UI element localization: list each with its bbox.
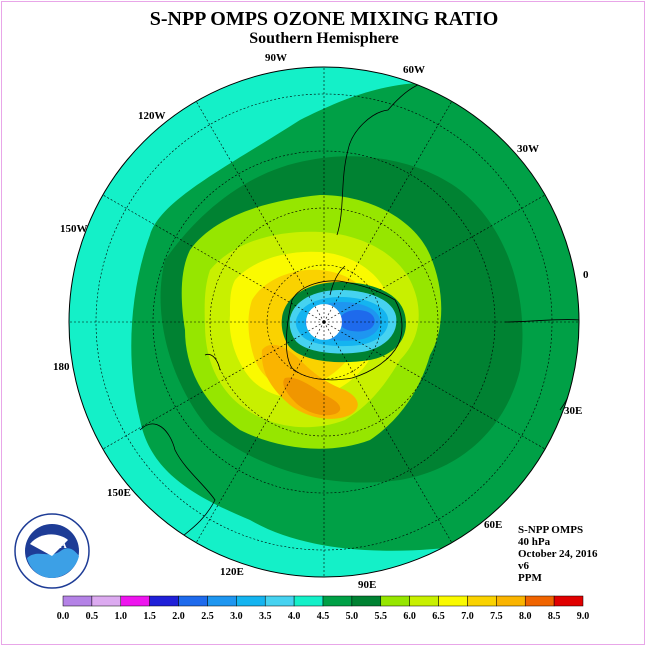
- colorbar-tick-label: 3.5: [259, 611, 272, 622]
- lon-label-60e: 60E: [484, 519, 502, 531]
- colorbar-segment: [207, 595, 237, 607]
- colorbar-tick-label: 4.5: [317, 611, 330, 622]
- colorbar-segment: [178, 595, 208, 607]
- colorbar-segment: [322, 595, 353, 607]
- lon-label-180: 180: [53, 361, 70, 373]
- colorbar-tick-label: 0.5: [86, 611, 99, 622]
- colorbar-segment: [524, 595, 555, 607]
- coastlines: [139, 83, 579, 541]
- antarctica-coast: [286, 280, 403, 381]
- colorbar-tick-label: 8.0: [519, 611, 532, 622]
- instrument-label: S-NPP OMPS: [518, 524, 584, 536]
- map-subtitle: Southern Hemisphere: [249, 30, 399, 47]
- noaa-logo: NOAA: [14, 513, 90, 589]
- colorbar-tick-label: 3.0: [230, 611, 243, 622]
- lon-label-30w: 30W: [517, 143, 539, 155]
- colorbar-tick-label: 7.5: [490, 611, 503, 622]
- units-label: PPM: [518, 572, 542, 584]
- map-boundary: [68, 66, 580, 578]
- colorbar-tick-label: 6.0: [403, 611, 416, 622]
- colorbar-segment: [467, 595, 497, 607]
- colorbar-segment: [409, 595, 439, 607]
- new-zealand-coast: [204, 353, 221, 371]
- field-2.0: [339, 310, 375, 332]
- lon-label-0: 0: [583, 269, 589, 281]
- colorbar-tick-label: 5.0: [346, 611, 359, 622]
- south-america-coast: [336, 83, 421, 236]
- colorbar-segment: [293, 595, 324, 607]
- colorbar-segment: [380, 595, 410, 607]
- colorbar-tick-label: 6.5: [432, 611, 445, 622]
- colorbar-segment: [236, 595, 266, 607]
- lon-label-120e: 120E: [220, 566, 244, 578]
- graticule: [69, 67, 579, 577]
- colorbar-tick-label: 2.5: [201, 611, 214, 622]
- colorbar-segment: [62, 595, 93, 607]
- lon-label-90e: 90E: [358, 579, 376, 591]
- colorbar: 0.0 0.5 1.0 1.5 2.0 2.5 3.0 3.5 4.0 4.5 5.0 5.5 6.0 6…: [57, 595, 590, 622]
- ozone-field: [69, 67, 579, 577]
- lon-label-60w: 60W: [403, 64, 425, 76]
- colorbar-tick-label: 5.5: [375, 611, 388, 622]
- colorbar-segment: [553, 595, 584, 607]
- colorbar-segment: [264, 595, 295, 607]
- colorbar-tick-label: 0.0: [57, 611, 70, 622]
- field-7.5-8.0: [283, 377, 341, 416]
- colorbar-tick-label: 9.0: [577, 611, 590, 622]
- colorbar-tick-label: 1.0: [115, 611, 128, 622]
- lon-label-30e: 30E: [564, 405, 582, 417]
- colorbar-segment: [120, 595, 150, 607]
- map-title: S-NPP OMPS OZONE MIXING RATIO: [149, 8, 499, 30]
- australia-coast: [139, 423, 216, 541]
- colorbar-segment: [91, 595, 122, 607]
- noaa-logo-text: NOAA: [37, 540, 67, 551]
- colorbar-segment: [496, 595, 526, 607]
- colorbar-tick-label: 7.0: [461, 611, 474, 622]
- colorbar-tick-label: 2.0: [172, 611, 185, 622]
- pressure-level-label: 40 hPa: [518, 536, 551, 548]
- colorbar-tick-label: 8.5: [548, 611, 561, 622]
- lon-label-90w: 90W: [265, 52, 287, 64]
- lon-label-150w: 150W: [60, 223, 88, 235]
- colorbar-segment: [149, 595, 179, 607]
- longitude-labels: 0 30E 60E 90E 120E 150E 180 150W 120W 90…: [53, 52, 589, 591]
- colorbar-tick-label: 4.0: [288, 611, 301, 622]
- version-label: v6: [518, 560, 529, 572]
- product-info: S-NPP OMPS 40 hPa October 24, 2016 v6 PP…: [518, 524, 598, 584]
- lon-label-150e: 150E: [107, 487, 131, 499]
- colorbar-tick-label: 1.5: [143, 611, 156, 622]
- colorbar-segment: [438, 595, 468, 607]
- antarctic-peninsula: [329, 265, 346, 296]
- colorbar-segment: [351, 595, 382, 607]
- lon-label-120w: 120W: [138, 110, 166, 122]
- date-label: October 24, 2016: [518, 548, 598, 560]
